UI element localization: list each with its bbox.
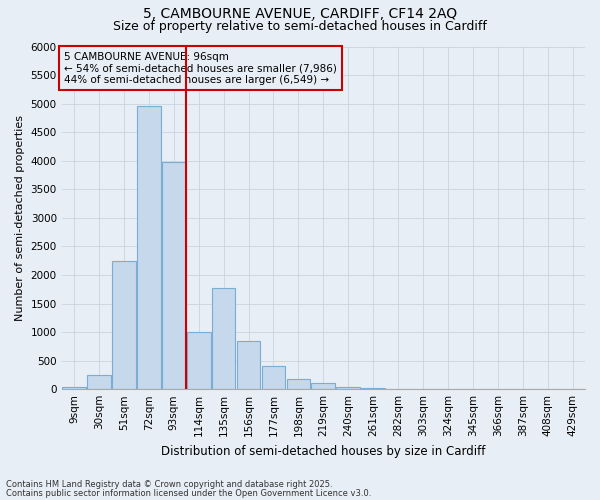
Bar: [262, 366, 286, 389]
Bar: [237, 340, 260, 389]
Text: Size of property relative to semi-detached houses in Cardiff: Size of property relative to semi-detach…: [113, 20, 487, 33]
Bar: [386, 388, 410, 389]
Bar: [62, 388, 86, 389]
Bar: [137, 106, 161, 389]
Text: 5 CAMBOURNE AVENUE: 96sqm
← 54% of semi-detached houses are smaller (7,986)
44% : 5 CAMBOURNE AVENUE: 96sqm ← 54% of semi-…: [64, 52, 337, 85]
Bar: [112, 260, 136, 389]
Bar: [87, 375, 111, 389]
Bar: [187, 332, 211, 389]
Text: 5, CAMBOURNE AVENUE, CARDIFF, CF14 2AQ: 5, CAMBOURNE AVENUE, CARDIFF, CF14 2AQ: [143, 8, 457, 22]
Bar: [337, 388, 360, 389]
Bar: [361, 388, 385, 389]
Bar: [212, 288, 235, 389]
Text: Contains HM Land Registry data © Crown copyright and database right 2025.: Contains HM Land Registry data © Crown c…: [6, 480, 332, 489]
Bar: [162, 162, 185, 389]
Y-axis label: Number of semi-detached properties: Number of semi-detached properties: [15, 115, 25, 321]
X-axis label: Distribution of semi-detached houses by size in Cardiff: Distribution of semi-detached houses by …: [161, 444, 485, 458]
Bar: [311, 384, 335, 389]
Bar: [287, 379, 310, 389]
Text: Contains public sector information licensed under the Open Government Licence v3: Contains public sector information licen…: [6, 488, 371, 498]
